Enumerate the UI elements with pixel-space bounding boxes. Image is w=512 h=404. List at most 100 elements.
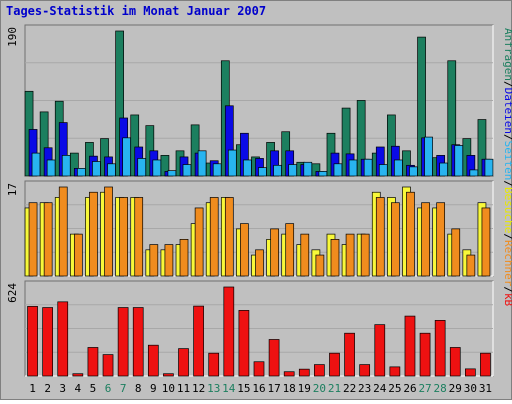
bar-seiten-day-5	[92, 161, 101, 177]
bar-rechner-day-9	[149, 244, 159, 277]
legend-separator: /	[502, 180, 512, 187]
right-legend: Anfragen/Dateien/Seiten/Besuche/Rechner/…	[502, 28, 512, 307]
bar-rechner-day-27	[421, 202, 430, 277]
bar-seiten-day-6	[107, 163, 116, 177]
bar-seiten-day-23	[363, 158, 373, 177]
x-tick-label: 8	[135, 382, 142, 395]
bar-kb-day-31	[480, 352, 491, 377]
bar-seiten-day-17	[273, 164, 282, 177]
bar-kb-day-25	[389, 366, 401, 377]
bar-kb-day-8	[132, 307, 144, 377]
bar-rechner-day-13	[209, 197, 219, 277]
legend-separator: /	[502, 286, 512, 293]
bar-seiten-day-2	[46, 159, 56, 177]
y-max-label: 624	[6, 283, 19, 303]
bar-seiten-day-30	[469, 169, 479, 177]
x-tick-label: 10	[162, 382, 175, 395]
bar-kb-day-14	[223, 286, 235, 377]
bar-seiten-day-19	[303, 161, 313, 177]
bar-seiten-day-27	[424, 136, 433, 177]
bar-rechner-day-14	[224, 197, 234, 277]
bar-kb-day-18	[283, 371, 295, 377]
x-tick-label: 15	[237, 382, 250, 395]
legend-entry-rechner: Rechner	[502, 240, 512, 287]
bar-rechner-day-26	[406, 191, 415, 277]
x-tick-label: 4	[75, 382, 82, 395]
bar-seiten-day-10	[167, 170, 177, 177]
bar-rechner-day-29	[451, 228, 461, 277]
bar-rechner-day-16	[255, 249, 264, 277]
legend-entry-seiten: Seiten	[502, 141, 512, 181]
y-max-label: 190	[6, 27, 19, 47]
legend-entry-kb: kB	[502, 293, 512, 307]
bar-seiten-day-22	[348, 159, 358, 177]
bar-rechner-day-3	[58, 186, 68, 277]
bar-seiten-day-12	[197, 150, 207, 177]
bar-seiten-day-18	[288, 164, 298, 177]
bar-rechner-day-22	[345, 233, 355, 277]
bar-seiten-day-31	[484, 158, 494, 177]
bar-kb-day-15	[238, 310, 250, 377]
bar-seiten-day-13	[212, 163, 222, 177]
chart-panels: 190 17 624	[6, 24, 494, 377]
bar-rechner-day-25	[391, 202, 400, 277]
bar-seiten-day-20	[318, 171, 328, 177]
bar-seiten-day-24	[378, 164, 388, 177]
x-tick-label: 27	[418, 382, 431, 395]
legend-entry-anfragen: Anfragen	[502, 28, 512, 81]
bar-kb-day-13	[208, 352, 220, 377]
legend-entry-besuche: Besuche	[502, 187, 512, 233]
bar-rechner-day-1	[28, 202, 38, 277]
bar-rechner-day-24	[375, 197, 385, 277]
bar-seiten-day-26	[409, 166, 418, 177]
bar-kb-day-3	[57, 301, 69, 377]
x-tick-label: 6	[105, 382, 112, 395]
panel-middle: 17	[6, 180, 494, 277]
bar-kb-day-12	[193, 305, 204, 377]
x-tick-label: 18	[283, 382, 296, 395]
bar-rechner-day-28	[436, 202, 446, 277]
bar-rechner-day-31	[481, 207, 491, 277]
panel-bottom: 624	[6, 280, 494, 377]
bar-rechner-day-18	[285, 223, 295, 277]
bar-rechner-day-4	[73, 233, 83, 277]
x-tick-label: 26	[403, 382, 416, 395]
panel-top: 190	[6, 24, 494, 177]
bar-kb-day-30	[465, 368, 476, 377]
bar-kb-day-28	[434, 320, 446, 377]
bar-rechner-day-30	[466, 254, 476, 277]
bar-rechner-day-20	[315, 254, 325, 277]
x-tick-label: 9	[150, 382, 157, 395]
x-tick-label: 3	[59, 382, 66, 395]
x-tick-label: 19	[298, 382, 311, 395]
x-tick-label: 2	[44, 382, 51, 395]
bar-seiten-day-15	[243, 159, 252, 177]
bar-kb-day-26	[404, 315, 416, 377]
x-tick-label: 24	[373, 382, 387, 395]
bar-seiten-day-21	[333, 163, 343, 177]
legend-separator: /	[502, 134, 512, 141]
bar-kb-day-24	[374, 324, 386, 377]
x-tick-label: 7	[120, 382, 127, 395]
bar-seiten-day-8	[137, 158, 147, 177]
bar-seiten-day-29	[454, 145, 464, 177]
bar-kb-day-6	[102, 354, 114, 377]
x-tick-label: 16	[252, 382, 265, 395]
bar-seiten-day-11	[182, 164, 192, 177]
bar-kb-day-10	[163, 373, 174, 377]
bar-kb-day-7	[117, 307, 129, 377]
bar-kb-day-4	[72, 373, 84, 377]
bar-rechner-day-19	[300, 233, 310, 277]
bar-kb-day-5	[87, 347, 99, 377]
bar-seiten-day-4	[76, 168, 86, 177]
bar-seiten-day-3	[61, 155, 71, 177]
x-axis-labels: 1 2 3 4 5 6 7 8 9 10 11 12 13 14 15 16 17 18 19 20 21 22 23 24 2…	[29, 382, 492, 395]
bar-seiten-day-25	[394, 159, 403, 177]
x-tick-label: 11	[177, 382, 190, 395]
legend-separator: /	[502, 81, 512, 88]
bar-kb-day-29	[449, 347, 461, 377]
bar-seiten-day-9	[152, 159, 162, 177]
x-tick-label: 17	[267, 382, 280, 395]
